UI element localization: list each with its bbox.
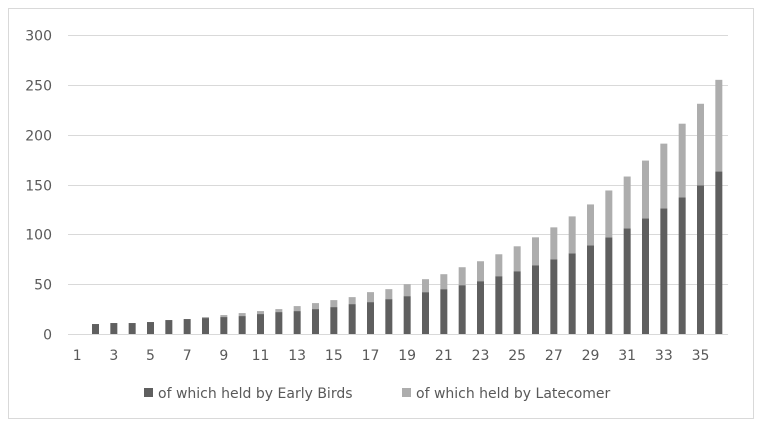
bar-early-birds xyxy=(605,237,613,334)
bar-latecomer xyxy=(312,303,319,310)
bar-early-birds xyxy=(550,259,558,334)
bar-early-birds xyxy=(312,309,319,334)
bar-latecomer xyxy=(513,246,521,272)
bar-latecomer xyxy=(568,216,576,254)
bar-latecomer xyxy=(623,176,631,229)
bar-early-birds xyxy=(257,314,264,334)
y-tick-label: 150 xyxy=(25,179,52,195)
bar-latecomer xyxy=(238,313,246,317)
x-tick-label: 11 xyxy=(252,348,270,364)
bar-latecomer xyxy=(550,227,558,260)
y-tick-label: 100 xyxy=(25,228,52,244)
bar-latecomer xyxy=(660,143,668,209)
x-tick-label: 1 xyxy=(73,348,82,364)
bar-latecomer xyxy=(440,274,448,290)
x-tick-label: 25 xyxy=(508,348,526,364)
bar-latecomer xyxy=(605,190,613,238)
bar-early-birds xyxy=(495,276,503,334)
x-tick-label: 17 xyxy=(362,348,380,364)
bar-latecomer xyxy=(697,103,704,186)
bar-latecomer xyxy=(275,309,283,313)
bar-early-birds xyxy=(202,318,209,334)
bar-early-birds xyxy=(513,271,521,334)
bar-latecomer xyxy=(678,123,686,198)
x-tick-label: 13 xyxy=(288,348,306,364)
bar-latecomer xyxy=(220,315,228,318)
bar-early-birds xyxy=(147,322,154,334)
bar-early-birds xyxy=(660,208,668,334)
bar-early-birds xyxy=(348,304,356,334)
bar-early-birds xyxy=(110,323,118,334)
x-tick-label: 33 xyxy=(655,348,673,364)
bar-early-birds xyxy=(697,185,704,334)
y-tick-label: 0 xyxy=(43,328,52,344)
bar-early-birds xyxy=(128,323,136,334)
bar-early-birds xyxy=(422,292,429,334)
bar-latecomer xyxy=(403,284,411,297)
y-tick-label: 200 xyxy=(25,129,52,145)
bar-early-birds xyxy=(183,319,191,334)
x-tick-label: 5 xyxy=(146,348,155,364)
x-tick-label: 3 xyxy=(109,348,118,364)
x-tick-label: 15 xyxy=(325,348,343,364)
bar-early-birds xyxy=(367,302,374,334)
x-tick-label: 31 xyxy=(618,348,636,364)
bar-early-birds xyxy=(568,253,576,334)
bar-latecomer xyxy=(367,292,374,303)
bar-early-birds xyxy=(532,265,539,334)
bar-early-birds xyxy=(715,171,723,334)
legend-label: of which held by Early Birds xyxy=(158,386,353,402)
bar-latecomer xyxy=(385,289,393,300)
legend-swatch xyxy=(144,388,153,397)
bar-early-birds xyxy=(220,317,228,334)
bar-latecomer xyxy=(422,279,429,293)
x-tick-label: 7 xyxy=(183,348,192,364)
bar-latecomer xyxy=(495,254,503,277)
bar-latecomer xyxy=(532,237,539,266)
y-tick-label: 250 xyxy=(25,79,52,95)
bar-early-birds xyxy=(458,285,466,334)
y-tick-label: 50 xyxy=(34,278,52,294)
bar-latecomer xyxy=(293,306,301,312)
bar-early-birds xyxy=(440,289,448,334)
x-tick-label: 9 xyxy=(219,348,228,364)
x-tick-label: 29 xyxy=(582,348,600,364)
bar-latecomer xyxy=(330,300,338,308)
x-tick-label: 23 xyxy=(472,348,490,364)
bar-latecomer xyxy=(348,297,356,305)
chart-border xyxy=(8,8,754,419)
bar-early-birds xyxy=(678,197,686,334)
x-tick-label: 21 xyxy=(435,348,453,364)
bar-latecomer xyxy=(587,204,594,246)
x-tick-label: 35 xyxy=(692,348,710,364)
bar-latecomer xyxy=(458,267,466,286)
bar-early-birds xyxy=(165,320,173,334)
bar-early-birds xyxy=(92,324,99,334)
legend-label: of which held by Latecomer xyxy=(416,386,611,402)
bar-early-birds xyxy=(385,299,393,334)
bar-early-birds xyxy=(275,312,283,334)
bar-latecomer xyxy=(642,160,649,219)
legend-swatch xyxy=(402,388,411,397)
bar-latecomer xyxy=(715,79,723,172)
bar-early-birds xyxy=(587,245,594,334)
bar-early-birds xyxy=(477,281,484,334)
bar-early-birds xyxy=(293,311,301,334)
bar-early-birds xyxy=(238,316,246,334)
bar-latecomer xyxy=(202,317,209,319)
bar-early-birds xyxy=(403,296,411,334)
y-tick-label: 300 xyxy=(25,29,52,45)
bar-early-birds xyxy=(330,307,338,334)
bar-latecomer xyxy=(257,311,264,315)
bar-early-birds xyxy=(642,218,649,334)
x-tick-label: 19 xyxy=(398,348,416,364)
bar-latecomer xyxy=(477,261,484,282)
bar-early-birds xyxy=(623,228,631,334)
x-tick-label: 27 xyxy=(545,348,563,364)
